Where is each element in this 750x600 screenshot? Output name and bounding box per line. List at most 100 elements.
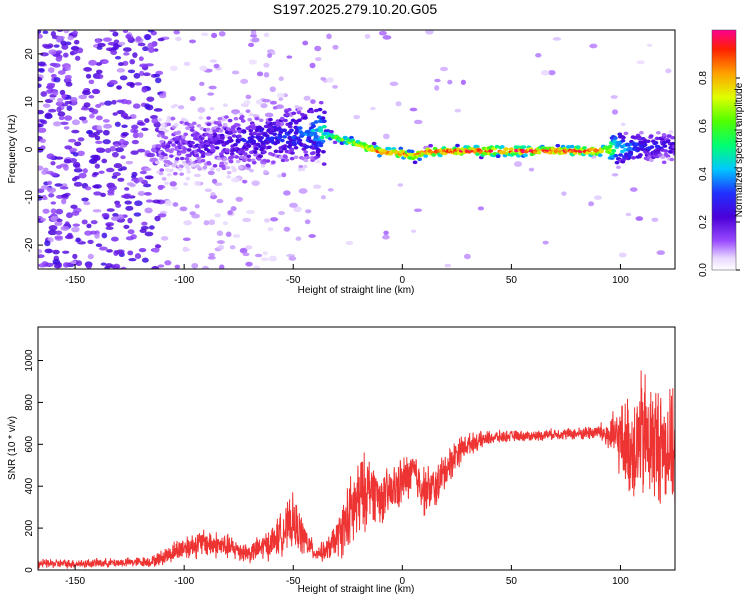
spectrogram-noise-point (148, 47, 155, 54)
spectrogram-ridge-point (412, 160, 418, 165)
spectrogram-noise-point (303, 95, 311, 101)
spectrogram-noise-point (188, 39, 196, 44)
spectrogram-noise-point (454, 108, 462, 113)
spectrogram-noise-point (127, 69, 136, 74)
spectrogram-noise-point (116, 85, 122, 90)
spectrogram-noise-point (62, 250, 70, 254)
spectrogram-noise-point (144, 34, 151, 41)
spectrogram-ridge-point (304, 144, 310, 149)
spectrogram-ridge-point (194, 153, 200, 158)
spectrogram-ridge-point (206, 162, 212, 166)
spectrogram-ridge-point (228, 138, 234, 143)
spectrogram-noise-point (88, 94, 95, 99)
spectrogram-noise-point (611, 109, 619, 115)
spectrogram-ridge-point (225, 149, 230, 153)
spectrogram-ridge-point (322, 110, 327, 115)
spectrogram-noise-point (254, 253, 263, 258)
spectrogram-noise-point (144, 103, 151, 110)
spectrogram-noise-point (208, 219, 216, 226)
spectrogram-noise-point (82, 168, 88, 174)
spectrogram-ridge-point (671, 144, 675, 149)
spectrogram-ridge-point (186, 148, 192, 152)
spectrogram-ridge-point (258, 128, 264, 133)
spectrogram-ridge-point (170, 116, 176, 121)
spectrogram-noise-point (397, 183, 404, 187)
spectrogram-noise-point (105, 263, 113, 268)
spectrogram-noise-point (38, 30, 42, 34)
spectrogram-noise-point (463, 253, 471, 260)
spectrogram-noise-point (113, 263, 121, 269)
spectrogram-noise-point (183, 220, 192, 226)
spectrogram-ridge-point (245, 109, 251, 113)
spectrogram-noise-point (122, 47, 132, 52)
spectrogram-noise-point (139, 170, 147, 175)
spectrogram-noise-point (59, 121, 69, 126)
spectrogram-ridge-point (185, 176, 191, 181)
spectrogram-noise-point (141, 86, 148, 93)
spectrogram-noise-point (345, 240, 354, 246)
spectrogram-noise-point (95, 38, 102, 44)
spectrogram-noise-point (146, 152, 156, 158)
spectrogram-noise-point (204, 188, 213, 193)
spectrogram-noise-point (160, 236, 169, 241)
spectrogram-noise-point (83, 201, 91, 206)
spectrogram-ridge-point (648, 134, 654, 138)
colorbar-label: Normalized spectral amplitude (734, 82, 745, 217)
spectrogram-ridge-point (627, 146, 633, 151)
spectrogram-noise-point (245, 261, 253, 267)
spectrogram-noise-point (283, 226, 291, 232)
spectrogram-noise-point (81, 219, 88, 225)
spectrogram-noise-point (75, 260, 83, 267)
spectrogram-noise-point (211, 178, 218, 184)
spectrogram-noise-point (202, 265, 209, 269)
spectrogram-noise-point (269, 100, 277, 105)
spectrogram-noise-point (112, 112, 118, 116)
spectrogram-noise-point (69, 96, 78, 103)
spectrogram-noise-point (222, 221, 229, 226)
spectrogram-ridge-point (616, 165, 621, 170)
spectrogram-noise-point (132, 103, 141, 109)
spectrogram-ridge-point (168, 154, 174, 158)
spectrogram-ridge-point (174, 157, 180, 161)
spectrogram-noise-point (152, 248, 160, 253)
spectrogram-ridge-point (232, 142, 238, 147)
spectrogram-noise-point (66, 262, 73, 266)
spectrogram-noise-point (378, 30, 387, 36)
spectrogram-ridge-point (236, 134, 242, 139)
spectrogram-noise-point (93, 184, 102, 189)
spectrogram-noise-point (65, 65, 71, 71)
spectrogram-noise-point (149, 225, 155, 230)
spectrogram-ridge-point (246, 144, 252, 148)
spectrogram-noise-point (102, 60, 109, 64)
spectrogram-noise-point (90, 220, 98, 225)
spectrogram-noise-point (53, 77, 61, 83)
spectrogram-noise-point (651, 217, 659, 222)
spectrogram-noise-point (131, 174, 137, 179)
spectrogram-ridge-point (264, 134, 270, 138)
spectrogram-noise-point (114, 121, 121, 127)
spectrogram-ridge-point (321, 162, 327, 166)
spectrogram-noise-point (94, 232, 100, 239)
spectrogram-noise-point (74, 141, 82, 147)
spectrogram-ridge-point (220, 135, 225, 140)
spectrogram-noise-point (107, 184, 117, 191)
spectrogram-ridge-point (642, 143, 648, 147)
spectrogram-ridge-point (649, 145, 655, 149)
spectrogram-noise-point (52, 121, 62, 127)
spectrogram-noise-point (48, 67, 55, 73)
spectrogram-ridge-point (269, 136, 275, 140)
spectrogram-noise-point (83, 67, 93, 72)
spectrogram-noise-point (95, 73, 104, 80)
spectrogram-ridge-point (191, 121, 197, 126)
spectrogram-ridge-point (195, 164, 200, 168)
spectrogram-ridge-point (231, 134, 237, 138)
x-tick-label: -50 (286, 275, 301, 286)
spectrogram-noise-point (183, 61, 191, 67)
spectrogram-noise-point (88, 79, 95, 85)
spectrogram-noise-point (47, 229, 57, 236)
spectrogram-noise-point (119, 138, 126, 145)
spectrogram-noise-point (218, 31, 226, 37)
spectrogram-ridge-point (599, 149, 604, 154)
spectrogram-noise-point (46, 153, 55, 160)
